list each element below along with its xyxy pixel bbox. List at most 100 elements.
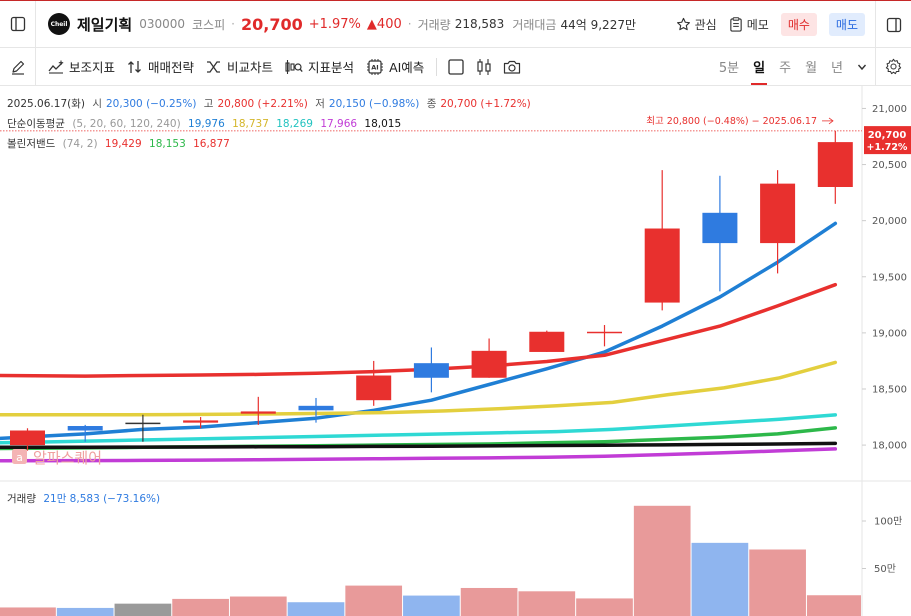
sidebar-right-icon — [886, 17, 901, 32]
sidebar-left-icon — [10, 16, 25, 32]
price-chart[interactable]: a 알파스퀘어 18,000 18,500 19,000 19,500 20,000 20… — [0, 86, 911, 616]
compare-icon — [207, 60, 221, 73]
legend-low-label: 저 — [315, 98, 325, 110]
current-price-tag: 20,700 +1.72% — [864, 126, 911, 155]
amount-label: 거래대금 — [512, 17, 557, 32]
candle-body — [817, 142, 853, 187]
period-month[interactable]: 월 — [805, 61, 818, 76]
chevron-down-icon — [857, 64, 867, 70]
bb-legend[interactable]: 볼린저밴드 (74, 2) 19,429 18,153 16,877 — [7, 136, 234, 151]
legend-open-label: 시 — [92, 98, 102, 110]
panel-toggle-left-button[interactable] — [0, 0, 36, 48]
watermark-logo-icon — [12, 449, 27, 464]
stock-header: Cheil 제일기획 030000 코스피 · 20,700 +1.97% ▲4… — [0, 0, 911, 48]
toolbar-divider — [436, 57, 438, 76]
candle-body — [183, 420, 219, 423]
watermark-text: 알파스퀘어 — [33, 449, 102, 467]
gear-icon — [885, 58, 902, 75]
volume-bar — [403, 595, 460, 616]
period-year[interactable]: 년 — [831, 61, 843, 76]
volume-bar — [172, 598, 229, 616]
period-5min[interactable]: 5분 — [718, 61, 740, 76]
separator-dot: · — [407, 17, 412, 31]
max-price-label: 최고 20,800 (−0.48%) − 2025.06.17 — [646, 116, 817, 127]
price-tag-percent: +1.72% — [867, 142, 908, 153]
volume-bar — [114, 603, 172, 616]
analysis-label: 지표분석 — [308, 60, 355, 75]
ma-legend[interactable]: 단순이동평균 (5, 20, 60, 120, 240) 19,976 18,7… — [7, 116, 405, 131]
volume-bar — [633, 505, 691, 616]
market-label: 코스피 — [192, 17, 226, 32]
chart-toolbar: 보조지표 매매전략 비교차트 지표분석 AI AI예측 5분 일 주 월 년 — [0, 48, 911, 86]
ai-predict-button[interactable]: AI AI예측 — [366, 57, 424, 76]
series-line-bb-upper — [0, 282, 838, 378]
legend-ma-params: (5, 20, 60, 120, 240) — [72, 118, 181, 130]
candle-body — [471, 350, 507, 378]
chart-type-button[interactable] — [475, 58, 493, 76]
volume-bar — [518, 591, 576, 616]
period-selector: 5분 일 주 월 년 — [719, 48, 867, 85]
svg-text:AI: AI — [371, 63, 378, 71]
volume-value: 218,583 — [454, 17, 505, 31]
screenshot-button[interactable] — [503, 59, 521, 75]
volume-label: 거래량 — [417, 17, 451, 32]
watermark: a 알파스퀘어 — [12, 449, 102, 467]
stock-name[interactable]: 제일기획 — [77, 15, 133, 34]
candlestick-icon — [477, 58, 491, 75]
ai-chip-icon: AI — [367, 58, 384, 75]
max-arrow-head — [828, 117, 834, 125]
sell-button[interactable]: 매도 — [828, 13, 865, 36]
legend-bb-params: (74, 2) — [62, 138, 98, 150]
period-day[interactable]: 일 — [751, 48, 768, 85]
legend-ma60-value: 18,269 — [276, 118, 313, 130]
price-tick-label: 19,500 — [872, 272, 907, 283]
change-amount: ▲400 — [366, 16, 402, 32]
analysis-button[interactable]: 지표분석 — [285, 57, 354, 76]
legend-high-label: 고 — [203, 98, 214, 110]
indicator-button[interactable]: 보조지표 — [48, 57, 115, 76]
candle-body — [413, 363, 449, 378]
legend-ma20-value: 18,737 — [232, 118, 269, 130]
layout-button[interactable] — [447, 58, 465, 76]
period-more-button[interactable] — [857, 48, 867, 85]
price-tag-value: 20,700 — [868, 130, 907, 141]
candle-body — [702, 212, 738, 244]
strategy-icon — [128, 60, 141, 73]
settings-button[interactable] — [875, 48, 911, 85]
legend-bb-upper: 19,429 — [104, 138, 142, 150]
stock-code: 030000 — [139, 17, 186, 31]
candle-body — [10, 430, 45, 446]
series-line-ma60 — [0, 413, 838, 445]
panel-toggle-right-button[interactable] — [875, 1, 911, 48]
watch-button[interactable]: 관심 — [676, 16, 717, 33]
volume-legend[interactable]: 거래량 21만 8,583 (−73.16%) — [7, 491, 164, 506]
current-price: 20,700 — [240, 14, 303, 34]
candle-body — [67, 426, 103, 431]
legend-close-label: 종 — [426, 98, 437, 110]
legend-ma240-value: 18,015 — [364, 118, 402, 130]
change-percent: +1.97% — [308, 16, 361, 32]
analysis-icon — [285, 59, 303, 74]
volume-bar — [287, 602, 345, 616]
square-icon — [448, 58, 464, 75]
strategy-button[interactable]: 매매전략 — [127, 57, 194, 76]
series-line-ma120 — [0, 447, 838, 463]
period-week[interactable]: 주 — [779, 61, 792, 76]
star-icon — [676, 17, 690, 31]
candle-body — [240, 411, 276, 414]
candle-body — [356, 375, 392, 401]
volume-bar — [691, 542, 749, 616]
legend-ma120-value: 17,966 — [320, 118, 358, 130]
series-line-ma5 — [0, 221, 838, 441]
memo-button[interactable]: 메모 — [729, 16, 769, 33]
compare-button[interactable]: 비교차트 — [206, 57, 273, 76]
strategy-label: 매매전략 — [148, 60, 195, 75]
legend-close: 20,700 (+1.72%) — [440, 98, 531, 110]
volume-bar — [345, 585, 403, 616]
buy-button[interactable]: 매수 — [780, 13, 817, 36]
volume-bar — [229, 596, 287, 616]
ai-predict-label: AI예측 — [389, 60, 425, 75]
legend-high: 20,800 (+2.21%) — [217, 98, 308, 110]
drawing-tool-button[interactable] — [0, 48, 36, 85]
legend-ma5-value: 19,976 — [188, 118, 225, 130]
